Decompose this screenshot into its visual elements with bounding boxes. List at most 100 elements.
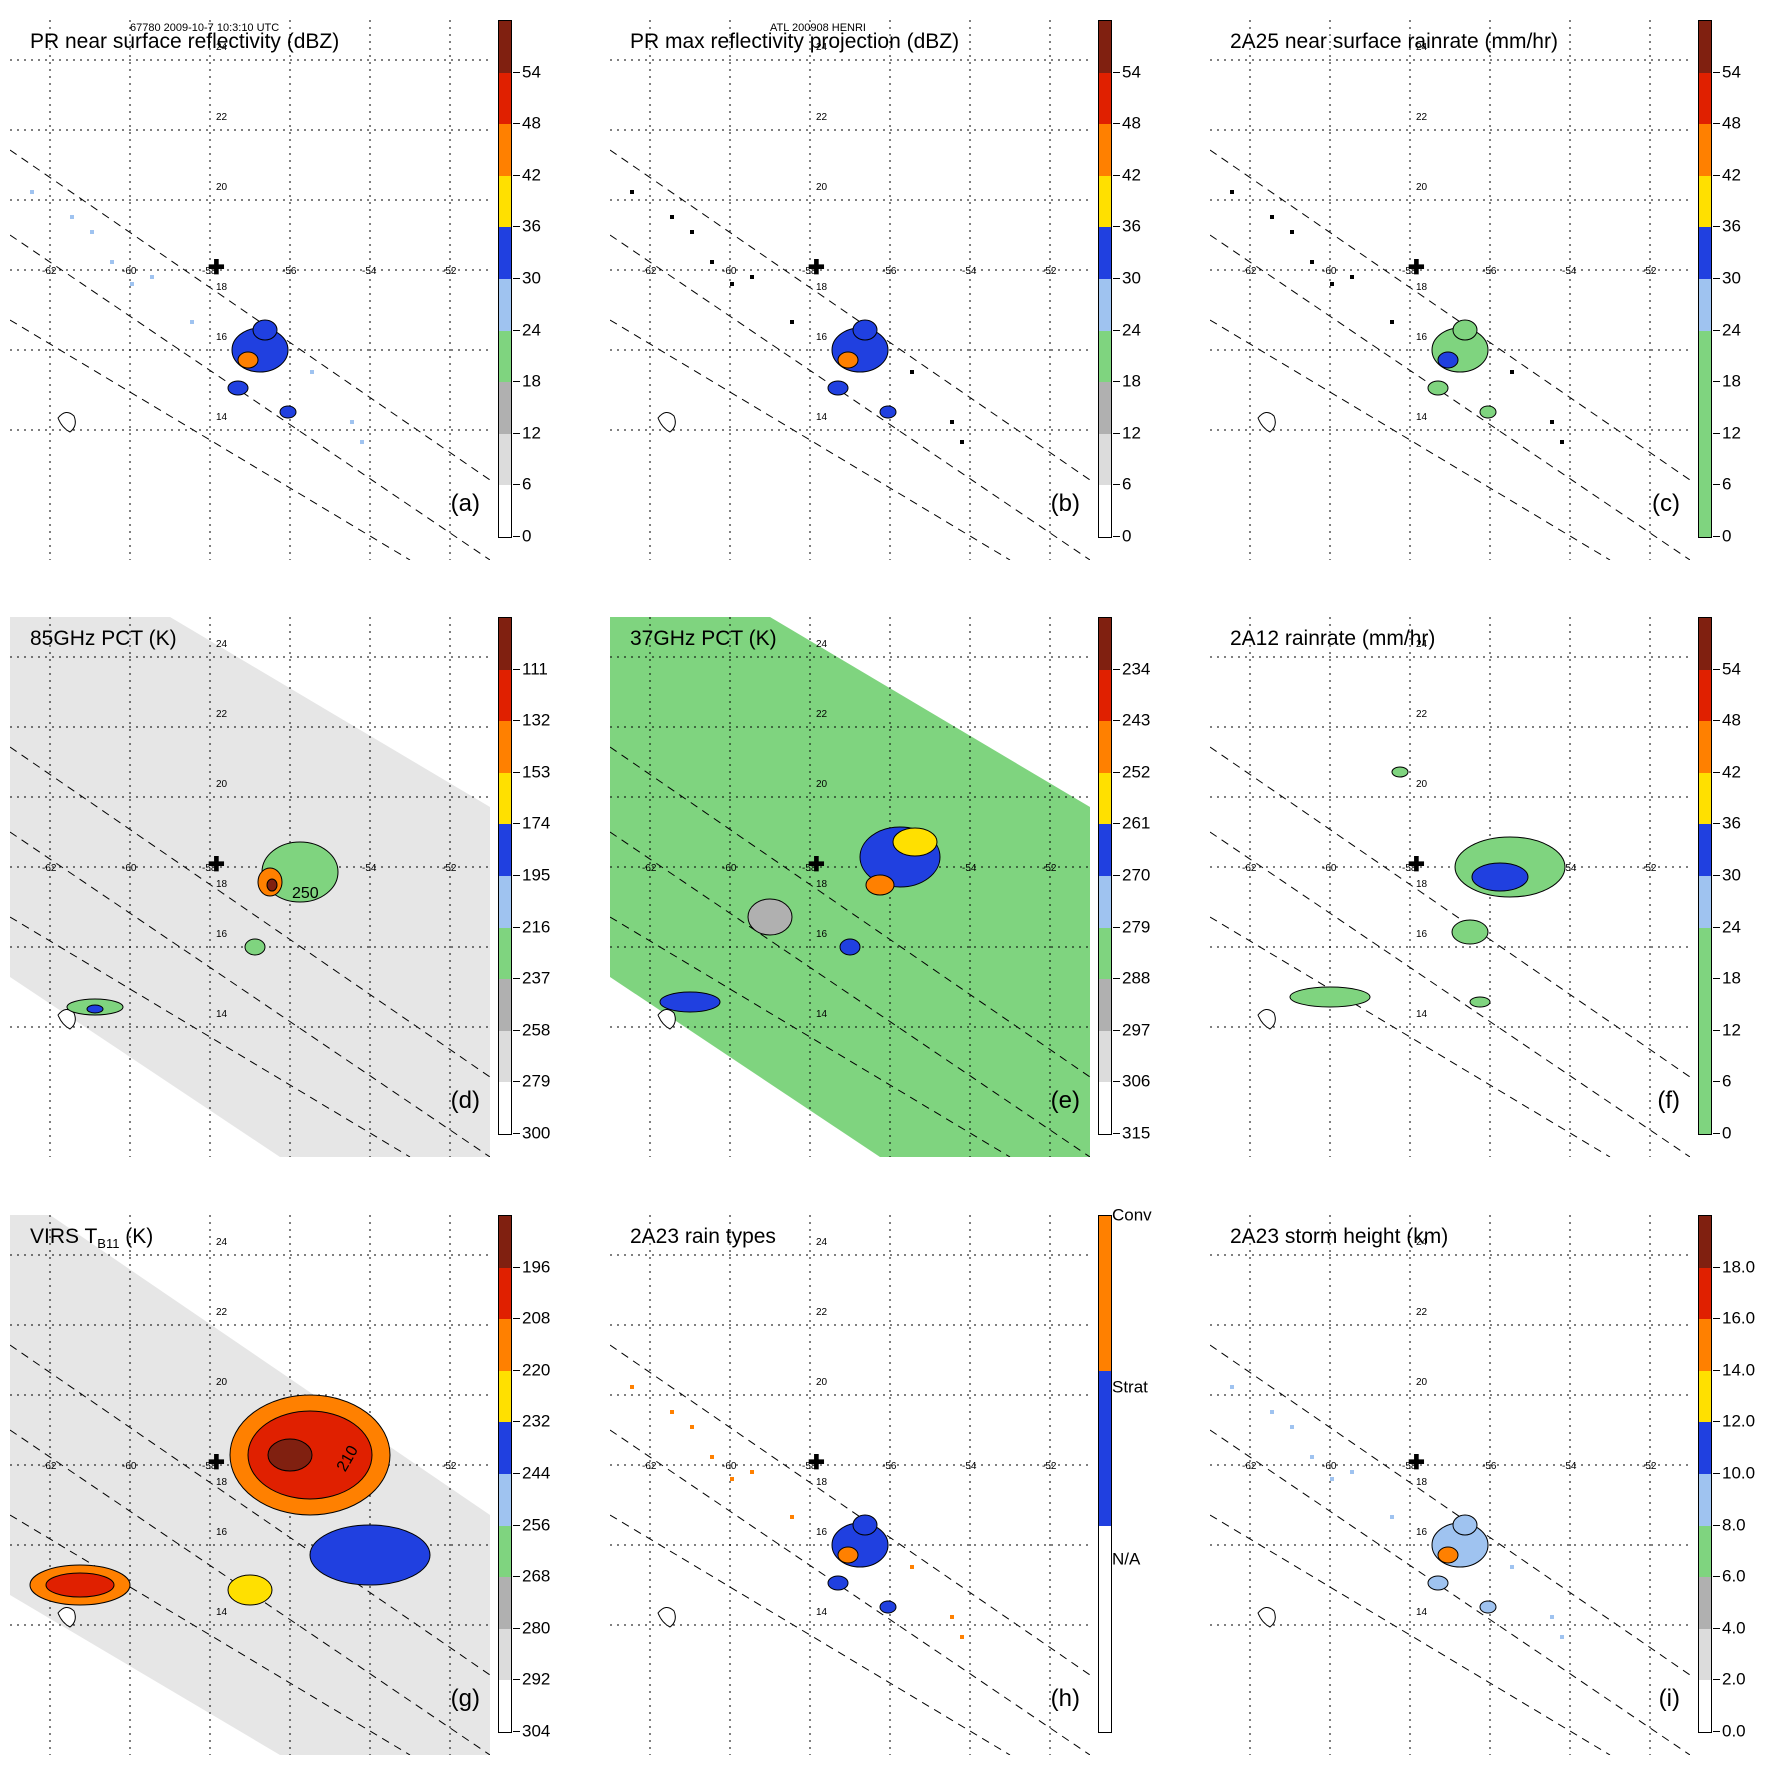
colorbar-label: 30 [1722, 865, 1741, 885]
echo-cell [879, 1600, 897, 1614]
colorbar-tick [1113, 823, 1120, 825]
storm-center-marker: ✚ [208, 1452, 225, 1474]
longitude-label: -52 [1042, 266, 1057, 277]
colorbar-segment [1099, 618, 1111, 670]
colorbar-tick [1113, 771, 1120, 773]
colorbar-segment [499, 485, 511, 537]
longitude-label: -60 [122, 863, 137, 874]
longitude-label: -52 [1042, 1461, 1057, 1472]
colorbar-tick [1113, 1029, 1120, 1031]
colorbar-label: 42 [522, 165, 541, 185]
echo-cell [1391, 766, 1409, 778]
echo-pixel [750, 275, 754, 279]
colorbar-label: 6 [522, 474, 532, 494]
colorbar-label: 0 [522, 526, 532, 546]
colorbar-segment [1699, 175, 1711, 228]
latitude-label: 22 [1416, 709, 1428, 720]
swath-edge-line [610, 1429, 1090, 1755]
echo-cell [827, 1575, 849, 1591]
colorbar-tick [1713, 536, 1720, 537]
storm-core-peak [837, 351, 859, 369]
longitude-label: -60 [122, 1461, 137, 1472]
colorbar-tick [1113, 875, 1120, 876]
colorbar-tick [513, 1679, 520, 1681]
echo-pixel [960, 440, 964, 444]
colorbar-label: 36 [1722, 813, 1741, 833]
colorbar-tick [513, 174, 520, 176]
colorbar-tick [513, 1029, 520, 1031]
latitude-label: 18 [816, 282, 828, 293]
map-area: -62 -60 -58 -56 -54 -52 24 22 20 18 16 14 ✚ [1210, 20, 1690, 560]
longitude-label: -52 [442, 1461, 457, 1472]
latitude-label: 14 [216, 412, 228, 423]
colorbar-segment [1099, 175, 1111, 228]
colorbar-label: 54 [522, 62, 541, 82]
storm-center-marker: ✚ [1408, 1452, 1425, 1474]
echo-pixel [1560, 440, 1564, 444]
colorbar-segment [499, 772, 511, 825]
colorbar-label: 220 [522, 1360, 551, 1380]
latitude-label: 22 [816, 112, 828, 123]
colorbar-segment [499, 21, 511, 73]
echo-cell [852, 319, 878, 341]
colorbar-tick [513, 823, 520, 825]
echo-pixel [1350, 275, 1354, 279]
storm-center-marker: ✚ [1408, 257, 1425, 279]
longitude-label: -60 [122, 266, 137, 277]
echo-pixel [790, 1515, 794, 1519]
colorbar-tick [513, 123, 520, 125]
colorbar-label: 30 [1722, 268, 1741, 288]
colorbar-segment [1099, 1474, 1111, 1526]
latitude-label: 14 [1416, 412, 1428, 423]
echo-pixel [1560, 1635, 1564, 1639]
latitude-label: 16 [816, 1527, 828, 1538]
colorbar [1698, 20, 1712, 538]
storm-center-marker: ✚ [208, 257, 225, 279]
colorbar-label: 18 [1122, 371, 1141, 391]
colorbar-tick [1713, 123, 1720, 125]
latitude-label: 14 [816, 1009, 828, 1020]
colorbar-segment [1699, 979, 1711, 1031]
colorbar-label: 279 [1122, 917, 1151, 937]
island-outline [1257, 1607, 1276, 1628]
panel-title-text: PR max reflectivity projection (dBZ) [630, 30, 960, 53]
colorbar-tick [1113, 1081, 1120, 1083]
colorbar-segment [1099, 124, 1111, 176]
swath-background [10, 617, 490, 1157]
map-area: -62 -60 -58 -56 -54 -52 24 22 20 18 16 14 ✚ [1210, 1215, 1690, 1755]
colorbar-segment [1699, 382, 1711, 434]
latitude-label: 22 [216, 1307, 228, 1318]
colorbar-label: 270 [1122, 865, 1151, 885]
latitude-label: 16 [216, 332, 228, 343]
longitude-label: -54 [1562, 266, 1577, 277]
panel-title: 2A23 storm height (km) [1230, 1225, 1448, 1249]
colorbar-tick [1713, 1421, 1720, 1423]
swath-edge-line [10, 234, 490, 560]
storm-center-marker: ✚ [808, 257, 825, 279]
colorbar-tick [1713, 668, 1720, 670]
colorbar-tick [513, 1524, 520, 1526]
colorbar-segment [1699, 21, 1711, 73]
latitude-label: 20 [1416, 1377, 1428, 1388]
swath-edge-line [610, 234, 1090, 560]
echo-cell [279, 405, 297, 419]
latitude-label: 18 [1416, 879, 1428, 890]
colorbar-label: 16.0 [1722, 1308, 1756, 1328]
swath-background [610, 617, 1090, 1157]
echo-cell [839, 938, 861, 956]
panel-title: VIRS TB11 (K) [30, 1225, 153, 1251]
latitude-label: 16 [816, 332, 828, 343]
colorbar-segment [1699, 1082, 1711, 1134]
colorbar-tick [513, 1081, 520, 1083]
colorbar-segment [1099, 1082, 1111, 1134]
colorbar-tick [1713, 823, 1720, 825]
echo-pixel [1330, 1477, 1334, 1481]
rain-core [1471, 862, 1529, 892]
echo-cell [865, 874, 895, 896]
colorbar-segment [1099, 721, 1111, 773]
colorbar-tick [1113, 174, 1120, 176]
colorbar-label: 18 [1722, 968, 1741, 988]
panel-letter: (g) [450, 1685, 480, 1712]
longitude-label: -54 [962, 863, 977, 874]
